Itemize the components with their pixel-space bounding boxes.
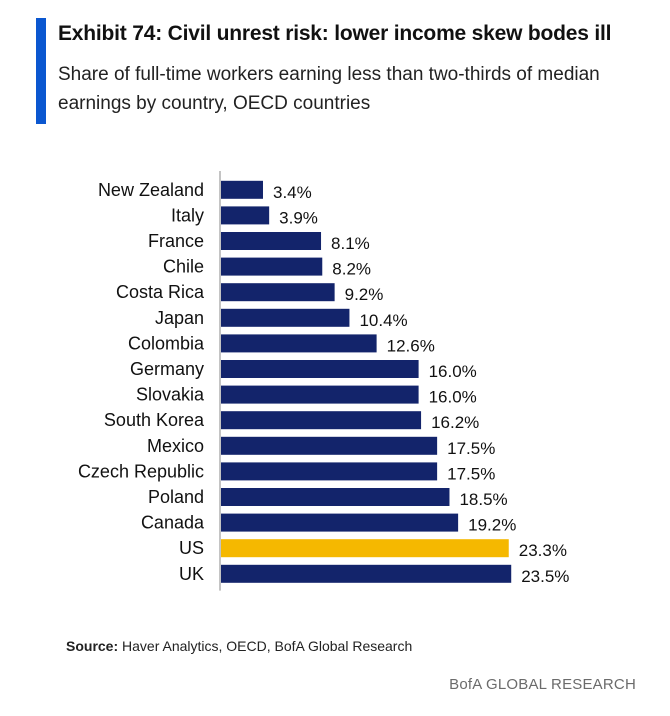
- bar-chile: [221, 257, 323, 276]
- bar-chart: New Zealand 3.4% Italy 3.9% France 8.1% Chile 8…: [78, 171, 569, 591]
- chart-title: Exhibit 74: Civil unrest risk: lower inc…: [58, 22, 612, 45]
- bar-new-zealand: [221, 180, 263, 199]
- category-label: Slovakia: [136, 385, 205, 405]
- category-label: Colombia: [128, 333, 205, 353]
- category-label: South Korea: [104, 410, 205, 430]
- category-label: Mexico: [147, 436, 204, 456]
- source-label: Source:: [66, 638, 119, 654]
- category-label: Poland: [148, 487, 204, 507]
- chart-subtitle: Share of full-time workers earning less …: [58, 64, 600, 114]
- bar-costa-rica: [221, 283, 335, 302]
- value-label: 10.4%: [359, 311, 407, 330]
- bar-italy: [221, 206, 270, 225]
- value-label: 16.2%: [431, 413, 479, 432]
- bar-germany: [221, 360, 419, 378]
- bar-us: [221, 539, 509, 558]
- category-label: Canada: [141, 513, 205, 533]
- bar-south-korea: [221, 411, 422, 430]
- brand-footer: BofA GLOBAL RESEARCH: [449, 676, 636, 693]
- value-label: 23.3%: [519, 541, 567, 560]
- accent-bar: [36, 18, 46, 124]
- category-label: US: [179, 538, 204, 558]
- bar-japan: [221, 308, 350, 327]
- value-label: 23.5%: [521, 567, 569, 586]
- category-label: Costa Rica: [116, 282, 205, 302]
- value-label: 17.5%: [447, 439, 495, 458]
- category-label: UK: [179, 564, 204, 584]
- value-label: 16.0%: [429, 388, 477, 407]
- bar-poland: [221, 488, 450, 506]
- bar-czech-republic: [221, 462, 438, 481]
- bar-colombia: [221, 334, 377, 353]
- value-label: 12.6%: [387, 336, 435, 355]
- value-label: 3.4%: [273, 183, 312, 202]
- category-label: New Zealand: [98, 180, 204, 200]
- value-label: 8.2%: [332, 260, 371, 279]
- value-label: 3.9%: [279, 208, 318, 227]
- category-label: Italy: [171, 205, 204, 225]
- value-label: 17.5%: [447, 464, 495, 483]
- source-note: Source: Haver Analytics, OECD, BofA Glob…: [66, 638, 412, 654]
- category-label: Czech Republic: [78, 461, 204, 481]
- bar-france: [221, 232, 322, 250]
- value-label: 16.0%: [429, 362, 477, 381]
- bar-slovakia: [221, 385, 419, 404]
- value-label: 8.1%: [331, 234, 370, 253]
- value-label: 18.5%: [459, 490, 507, 509]
- bar-uk: [221, 564, 512, 583]
- bar-mexico: [221, 436, 438, 455]
- bar-canada: [221, 513, 459, 532]
- source-text: Haver Analytics, OECD, BofA Global Resea…: [118, 638, 413, 654]
- category-label: France: [148, 231, 204, 251]
- value-label: 9.2%: [345, 285, 384, 304]
- category-label: Japan: [155, 308, 204, 328]
- category-label: Germany: [130, 359, 204, 379]
- value-label: 19.2%: [468, 516, 516, 535]
- category-label: Chile: [163, 257, 204, 277]
